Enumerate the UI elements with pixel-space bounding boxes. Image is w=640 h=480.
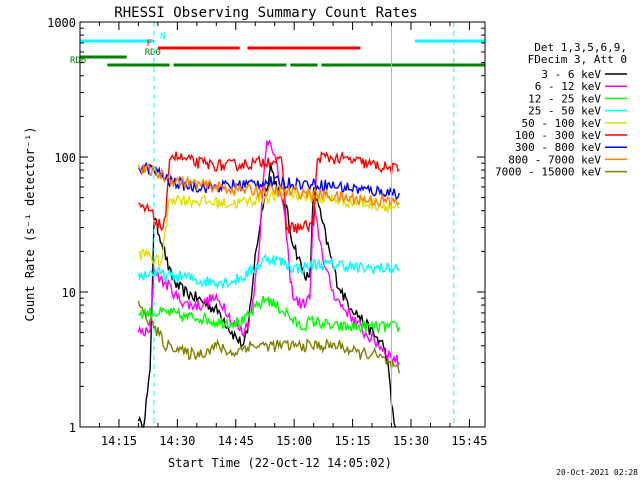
series-layer: [137, 139, 400, 428]
flag-label-rd6: RD6: [70, 56, 86, 66]
legend-label: 800 - 7000 keV: [508, 153, 601, 166]
series-line-3-6-kev: [137, 164, 397, 428]
legend-item-7000-15000-kev: 7000 - 15000 keV: [495, 166, 627, 179]
flag-n: N: [80, 32, 485, 43]
legend-label: 100 - 300 keV: [515, 129, 601, 142]
chart-title: RHESSI Observing Summary Count Rates: [114, 5, 417, 21]
series-25-50-kev: [137, 253, 400, 290]
x-tick-label-14-30: 14:30: [159, 434, 195, 448]
legend-item-300-800-kev: 300 - 800 keV: [515, 141, 627, 154]
x-tick-label-15-00: 15:00: [276, 434, 312, 448]
legend-item-25-50-kev: 25 - 50 keV: [528, 105, 627, 118]
x-tick-label-15-45: 15:45: [451, 434, 487, 448]
series-7000-15000-kev: [137, 300, 400, 374]
y-tick-label-100: 100: [54, 151, 76, 165]
flag-label-f: F: [146, 39, 151, 49]
legend-label: 7000 - 15000 keV: [495, 166, 601, 179]
flag-f: F: [146, 39, 361, 50]
legend-header-line: Det 1,3,5,6,9,: [534, 41, 627, 54]
legend-label: 3 - 6 keV: [541, 68, 601, 81]
series-3-6-kev: [137, 164, 397, 428]
series-line-50-100-kev: [138, 187, 400, 269]
x-axis-label: Start Time (22-Oct-12 14:05:02): [168, 456, 392, 470]
legend-header-line: FDecim 3, Att 0: [528, 53, 627, 66]
series-800-7000-kev: [137, 163, 400, 207]
legend-item-12-25-kev: 12 - 25 keV: [528, 92, 627, 105]
series-line-800-7000-kev: [137, 163, 400, 207]
legend-item-3-6-kev: 3 - 6 keV: [541, 68, 627, 81]
legend-label: 25 - 50 keV: [528, 105, 601, 118]
flag-rd6: RD6: [70, 56, 485, 67]
legend-label: 50 - 100 keV: [522, 117, 602, 130]
legend-label: 300 - 800 keV: [515, 141, 601, 154]
plot-frame: [79, 21, 486, 428]
flag-label-n: N: [160, 32, 165, 42]
series-line-6-12-kev: [137, 139, 400, 367]
y-tick-label-1: 1: [69, 421, 76, 435]
series-line-7000-15000-kev: [137, 300, 400, 374]
x-tick-label-14-45: 14:45: [218, 434, 254, 448]
series-6-12-kev: [137, 139, 400, 367]
series-50-100-kev: [138, 187, 400, 269]
series-line-12-25-kev: [138, 295, 400, 335]
footer-timestamp: 20-Oct-2021 02:28: [556, 468, 638, 477]
x-tick-label-15-15: 15:15: [335, 434, 371, 448]
flag-rd0: RD0: [80, 48, 161, 59]
legend-label: 6 - 12 keV: [535, 80, 602, 93]
series-line-100-300-kev: [138, 150, 400, 235]
flag-label-rd0: RD0: [145, 48, 161, 58]
series-12-25-kev: [138, 295, 400, 335]
series-line-25-50-kev: [137, 253, 400, 290]
x-tick-label-15-30: 15:30: [393, 434, 429, 448]
x-tick-label-14-15: 14:15: [101, 434, 137, 448]
axis-layer: 14:15 14:30 14:45 15:00 15:15 15:30 15:45 1 10 10…: [47, 16, 487, 448]
legend-label: 12 - 25 keV: [528, 92, 601, 105]
legend-item-100-300-kev: 100 - 300 keV: [515, 129, 627, 142]
y-tick-label-10: 10: [62, 286, 76, 300]
series-100-300-kev: [138, 150, 400, 235]
legend-item-800-7000-kev: 800 - 7000 keV: [508, 153, 627, 166]
y-axis-label: Count Rate (s⁻¹ detector⁻¹): [23, 126, 37, 321]
legend-item-6-12-kev: 6 - 12 keV: [535, 80, 627, 93]
legend-item-50-100-kev: 50 - 100 keV: [522, 117, 627, 130]
legend: Det 1,3,5,6,9,FDecim 3, Att 0 3 - 6 keV6 …: [495, 41, 627, 179]
y-tick-label-1000: 1000: [47, 16, 76, 30]
